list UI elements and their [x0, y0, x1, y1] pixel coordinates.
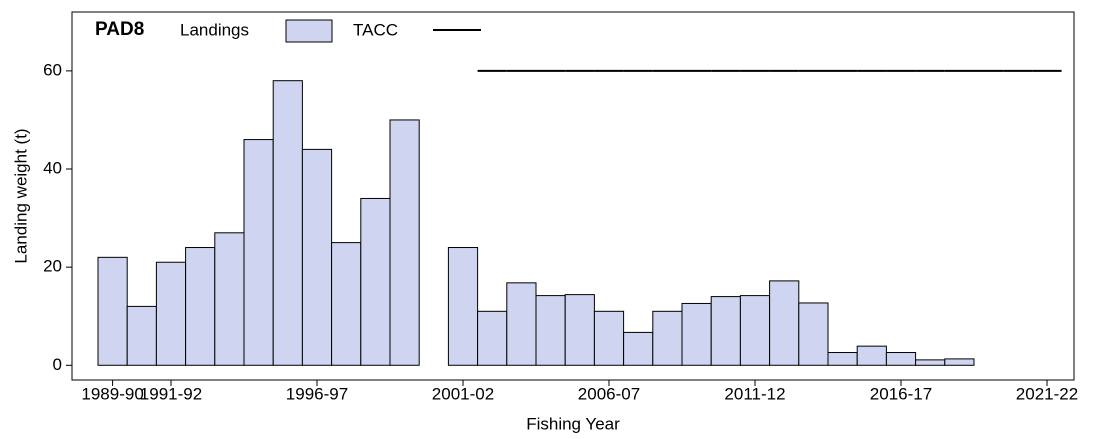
x-tick-label: 2001-02 — [432, 384, 494, 403]
bar — [243, 139, 274, 366]
bar — [593, 310, 625, 366]
x-tick-label: 2021-22 — [1016, 384, 1078, 403]
bar — [944, 358, 975, 366]
bar — [389, 119, 420, 366]
chart-title: PAD8 — [95, 19, 144, 40]
bar — [798, 302, 829, 366]
plot-frame — [71, 11, 1075, 381]
bar — [652, 310, 683, 366]
bar — [272, 80, 303, 366]
bar — [739, 295, 771, 366]
y-tick-label: 60 — [43, 60, 62, 79]
bar — [214, 232, 245, 366]
bar — [535, 295, 566, 366]
bar — [827, 352, 858, 366]
bar — [185, 247, 216, 366]
bar — [915, 359, 946, 366]
y-tick-label: 40 — [43, 158, 62, 177]
legend-swatch — [285, 19, 333, 43]
bar — [769, 280, 800, 366]
x-axis-label: Fishing Year — [526, 414, 620, 433]
bar — [710, 296, 741, 366]
x-tick-label: 2011-12 — [724, 384, 785, 403]
x-tick-label: 2006-07 — [578, 384, 640, 403]
legend-label: TACC — [353, 20, 398, 39]
x-tick-label: 2016-17 — [870, 384, 932, 403]
bar — [360, 197, 391, 366]
bar — [301, 148, 333, 366]
x-tick-label: 1989-90 — [81, 384, 143, 403]
bar — [623, 331, 654, 366]
x-tick-label: 1991-92 — [140, 384, 202, 403]
x-tick-label: 1996-97 — [286, 384, 348, 403]
bar — [856, 345, 887, 366]
bar — [885, 352, 917, 366]
bar — [564, 294, 595, 366]
bar — [97, 256, 128, 366]
bar — [477, 310, 508, 366]
y-axis-label: Landing weight (t) — [11, 128, 30, 263]
bar — [447, 247, 479, 366]
bar — [126, 305, 157, 366]
y-tick-label: 20 — [43, 257, 62, 276]
bar — [155, 261, 187, 366]
y-tick-label: 0 — [53, 355, 62, 374]
legend-label: Landings — [180, 20, 249, 39]
bar — [681, 302, 712, 366]
bar — [331, 242, 362, 366]
bar — [506, 282, 537, 366]
